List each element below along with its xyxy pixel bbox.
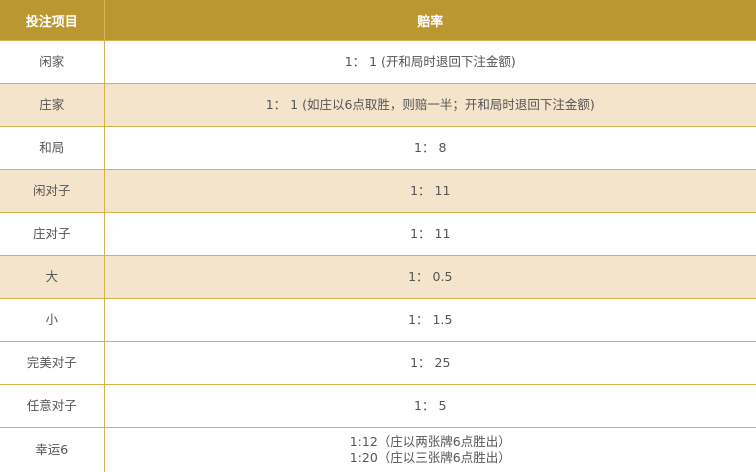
bet-item: 闲对子	[0, 170, 104, 213]
odds-line: 1:12（庄以两张牌6点胜出）	[350, 434, 511, 449]
bet-item: 和局	[0, 127, 104, 170]
bet-item: 完美对子	[0, 342, 104, 385]
odds: 1： 1 (开和局时退回下注金额)	[104, 41, 756, 84]
bet-item: 庄对子	[0, 213, 104, 256]
odds: 1： 11	[104, 170, 756, 213]
odds: 1:12（庄以两张牌6点胜出） 1:20（庄以三张牌6点胜出）	[104, 428, 756, 472]
odds-lines: 1:12（庄以两张牌6点胜出） 1:20（庄以三张牌6点胜出）	[350, 434, 511, 466]
bet-item: 小	[0, 299, 104, 342]
odds-line: 1:20（庄以三张牌6点胜出）	[350, 450, 511, 465]
odds: 1： 5	[104, 385, 756, 428]
bet-item: 幸运6	[0, 428, 104, 472]
odds: 1： 0.5	[104, 256, 756, 299]
table-row: 幸运6 1:12（庄以两张牌6点胜出） 1:20（庄以三张牌6点胜出）	[0, 428, 756, 472]
odds: 1： 8	[104, 127, 756, 170]
odds: 1： 1 (如庄以6点取胜，则赔一半；开和局时退回下注金额)	[104, 84, 756, 127]
odds: 1： 11	[104, 213, 756, 256]
header-bet-item: 投注项目	[0, 0, 104, 41]
table-header: 投注项目 赔率	[0, 0, 756, 41]
odds: 1： 25	[104, 342, 756, 385]
header-odds: 赔率	[104, 0, 756, 41]
bet-item: 大	[0, 256, 104, 299]
odds: 1： 1.5	[104, 299, 756, 342]
bet-item: 庄家	[0, 84, 104, 127]
bet-item: 闲家	[0, 41, 104, 84]
bet-item: 任意对子	[0, 385, 104, 428]
